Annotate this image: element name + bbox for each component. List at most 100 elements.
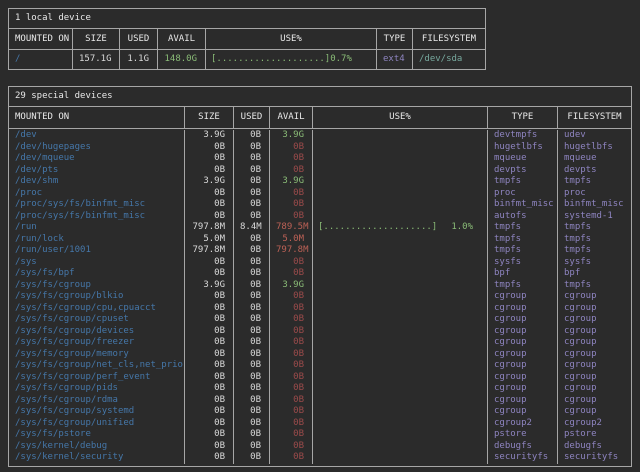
table-row: /run797.8M8.4M789.5M[...................…: [9, 222, 631, 234]
usage-bar-cell: [313, 268, 488, 280]
size-cell: 0B: [185, 314, 234, 326]
size-cell: 0B: [185, 452, 234, 464]
local-table-header-row: MOUNTED ONSIZEUSEDAVAILUSE%TYPEFILESYSTE…: [9, 29, 485, 50]
fs-type-cell: cgroup: [488, 303, 558, 315]
filesystem-cell: cgroup: [558, 303, 631, 315]
usage-bar-cell: [....................]1.0%: [313, 222, 488, 234]
used-cell: 0B: [234, 314, 270, 326]
used-cell: 0B: [234, 280, 270, 292]
mount-point-cell: /dev/shm: [9, 176, 185, 188]
fs-type-cell: bpf: [488, 268, 558, 280]
table-row: /sys/fs/cgroup/cpuset0B0B0Bcgroupcgroup: [9, 314, 631, 326]
usage-bar-cell: [313, 349, 488, 361]
filesystem-cell: udev: [558, 130, 631, 142]
filesystem-cell: tmpfs: [558, 280, 631, 292]
column-header: SIZE: [185, 107, 234, 128]
mount-point-cell: /sys/fs/cgroup/cpu,cpuacct: [9, 303, 185, 315]
used-cell: 0B: [234, 452, 270, 464]
table-row: /sys/fs/cgroup/freezer0B0B0Bcgroupcgroup: [9, 337, 631, 349]
used-cell: 8.4M: [234, 222, 270, 234]
filesystem-cell: cgroup: [558, 383, 631, 395]
mount-point-cell: /proc/sys/fs/binfmt_misc: [9, 211, 185, 223]
usage-bar-cell: [313, 176, 488, 188]
used-cell: 0B: [234, 176, 270, 188]
used-cell: 0B: [234, 188, 270, 200]
used-cell: 0B: [234, 211, 270, 223]
table-row: /dev/shm3.9G0B3.9Gtmpfstmpfs: [9, 176, 631, 188]
table-row: /sys/fs/cgroup/net_cls,net_prio0B0B0Bcgr…: [9, 360, 631, 372]
table-row: /sys/fs/cgroup/systemd0B0B0Bcgroupcgroup: [9, 406, 631, 418]
size-cell: 0B: [185, 268, 234, 280]
mount-point-cell: /sys/kernel/debug: [9, 441, 185, 453]
table-row: /sys/fs/cgroup/blkio0B0B0Bcgroupcgroup: [9, 291, 631, 303]
table-row: /proc/sys/fs/binfmt_misc0B0B0Bbinfmt_mis…: [9, 199, 631, 211]
avail-cell: 0B: [270, 257, 313, 269]
filesystem-cell: cgroup: [558, 314, 631, 326]
column-header: TYPE: [377, 29, 413, 49]
avail-cell: 789.5M: [270, 222, 313, 234]
table-row: /sys/fs/bpf0B0B0Bbpfbpf: [9, 268, 631, 280]
special-table-header-row: MOUNTED ONSIZEUSEDAVAILUSE%TYPEFILESYSTE…: [9, 107, 631, 129]
mount-point-cell: /run: [9, 222, 185, 234]
avail-cell: 0B: [270, 383, 313, 395]
avail-cell: 0B: [270, 441, 313, 453]
fs-type-cell: hugetlbfs: [488, 142, 558, 154]
fs-type-cell: sysfs: [488, 257, 558, 269]
mount-point-cell: /run/user/1001: [9, 245, 185, 257]
mount-point-cell: /sys: [9, 257, 185, 269]
avail-cell: 3.9G: [270, 176, 313, 188]
usage-percent: 0.7%: [330, 50, 377, 69]
mount-point-cell: /sys/fs/cgroup/cpuset: [9, 314, 185, 326]
mount-point-cell: /sys/fs/cgroup/devices: [9, 326, 185, 338]
avail-cell: 0B: [270, 406, 313, 418]
avail-cell: 0B: [270, 429, 313, 441]
size-cell: 3.9G: [185, 130, 234, 142]
fs-type-cell: ext4: [377, 50, 413, 69]
usage-bar-cell: [313, 303, 488, 315]
usage-bar-cell: [313, 257, 488, 269]
used-cell: 0B: [234, 199, 270, 211]
table-row: /sys/kernel/debug0B0B0Bdebugfsdebugfs: [9, 441, 631, 453]
mount-point-cell: /proc: [9, 188, 185, 200]
table-row: /sys/fs/cgroup/unified0B0B0Bcgroup2cgrou…: [9, 418, 631, 430]
mount-point-cell: /sys/fs/cgroup/perf_event: [9, 372, 185, 384]
avail-cell: 0B: [270, 211, 313, 223]
usage-bar-cell: [313, 188, 488, 200]
usage-bar: [....................]: [211, 50, 330, 69]
fs-type-cell: tmpfs: [488, 222, 558, 234]
fs-type-cell: cgroup: [488, 291, 558, 303]
avail-cell: 0B: [270, 188, 313, 200]
mount-point-cell: /run/lock: [9, 234, 185, 246]
local-table-body: /157.1G1.1G148.0G[....................]0…: [9, 50, 485, 69]
avail-cell: 0B: [270, 153, 313, 165]
size-cell: 0B: [185, 406, 234, 418]
column-header: AVAIL: [270, 107, 313, 128]
avail-cell: 0B: [270, 165, 313, 177]
usage-bar-cell: [313, 452, 488, 464]
filesystem-cell: tmpfs: [558, 234, 631, 246]
usage-bar-cell: [313, 199, 488, 211]
avail-cell: 0B: [270, 303, 313, 315]
avail-cell: 0B: [270, 337, 313, 349]
filesystem-cell: binfmt_misc: [558, 199, 631, 211]
column-header: TYPE: [488, 107, 558, 128]
column-header: USED: [234, 107, 270, 128]
avail-cell: 0B: [270, 314, 313, 326]
avail-cell: 797.8M: [270, 245, 313, 257]
avail-cell: 0B: [270, 395, 313, 407]
usage-bar-cell: [313, 314, 488, 326]
mount-point-cell: /sys/kernel/security: [9, 452, 185, 464]
usage-bar-cell: [313, 429, 488, 441]
filesystem-cell: debugfs: [558, 441, 631, 453]
used-cell: 0B: [234, 383, 270, 395]
mount-point-cell: /sys/fs/cgroup/unified: [9, 418, 185, 430]
filesystem-cell: cgroup: [558, 406, 631, 418]
usage-bar-cell: [313, 291, 488, 303]
usage-bar: [....................]: [318, 222, 437, 234]
used-cell: 1.1G: [120, 50, 158, 69]
mount-point-cell: /sys/fs/pstore: [9, 429, 185, 441]
column-header: SIZE: [73, 29, 120, 49]
column-header: FILESYSTEM: [558, 107, 631, 128]
fs-type-cell: cgroup: [488, 314, 558, 326]
size-cell: 0B: [185, 349, 234, 361]
